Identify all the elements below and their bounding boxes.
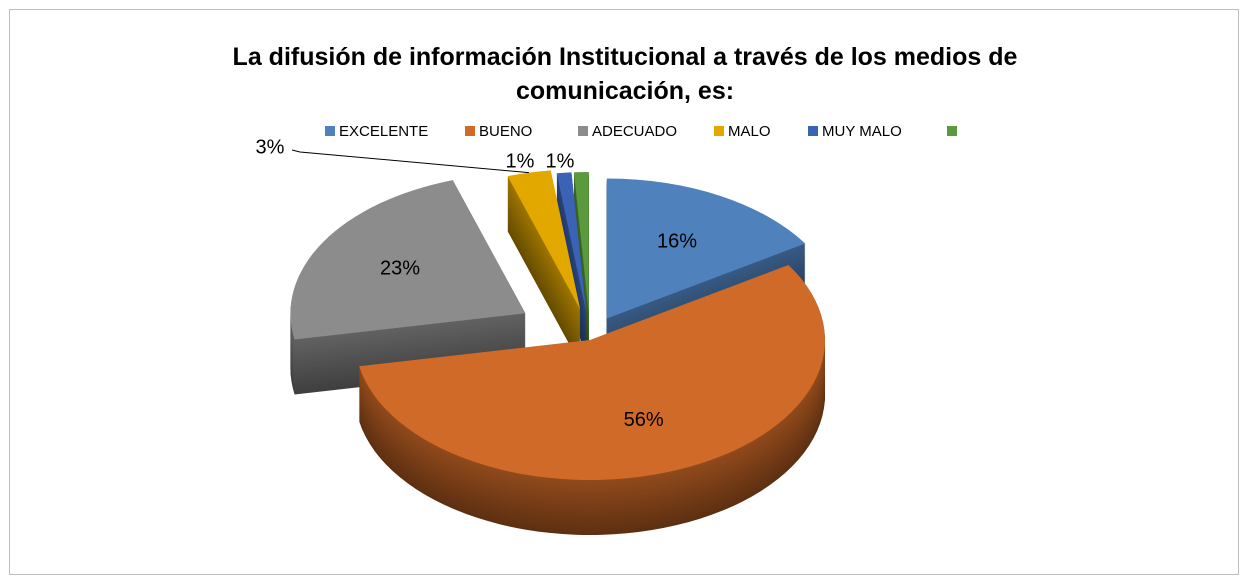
slice-side [556,197,587,338]
data-label: 1% [506,150,535,172]
chart-frame [9,9,1239,575]
slice-side [556,186,587,327]
slice-side [556,192,587,333]
slice-side [556,191,587,332]
slice [507,170,581,310]
data-label: 23% [380,257,420,279]
legend-label: BUENO [479,123,532,140]
slice [359,264,825,480]
legend-swatch [714,126,724,136]
slice-side [556,193,587,334]
slice-side [556,194,587,335]
slice [556,172,587,313]
slice-side [556,185,587,326]
slice-side [556,178,587,319]
slice-side [556,187,587,328]
legend-label: EXCELENTE [339,123,428,140]
chart-title: La difusión de información Institucional… [232,43,1018,105]
data-label: 3% [256,136,285,158]
slice [606,178,806,319]
legend-swatch [578,126,588,136]
legend-swatch [465,126,475,136]
slice-side [556,190,587,331]
legend-label: ADECUADO [592,123,677,140]
slice-side [556,176,587,317]
slice [573,172,589,313]
legend-swatch [808,126,818,136]
legend-swatch [325,126,335,136]
data-label: 1% [546,150,575,172]
slice-side [556,174,587,315]
legend-label: MALO [728,123,771,140]
slice-side [556,182,587,323]
slice-side [556,180,587,321]
slice-side [556,181,587,322]
slice-side [556,179,587,320]
slice-side [556,188,587,329]
leader-line [291,149,529,174]
slice-side [556,195,587,336]
slice-side [556,175,587,316]
slice-side [556,177,587,318]
slice [290,180,526,340]
slice-side [556,173,587,314]
slice-side [556,189,587,330]
legend-label: MUY MALO [822,123,902,140]
legend-swatch [947,126,957,136]
slice-side [556,184,587,325]
data-label: 56% [624,409,664,431]
slice-side [556,196,587,337]
data-label: 16% [657,231,697,253]
slice-side [556,183,587,324]
